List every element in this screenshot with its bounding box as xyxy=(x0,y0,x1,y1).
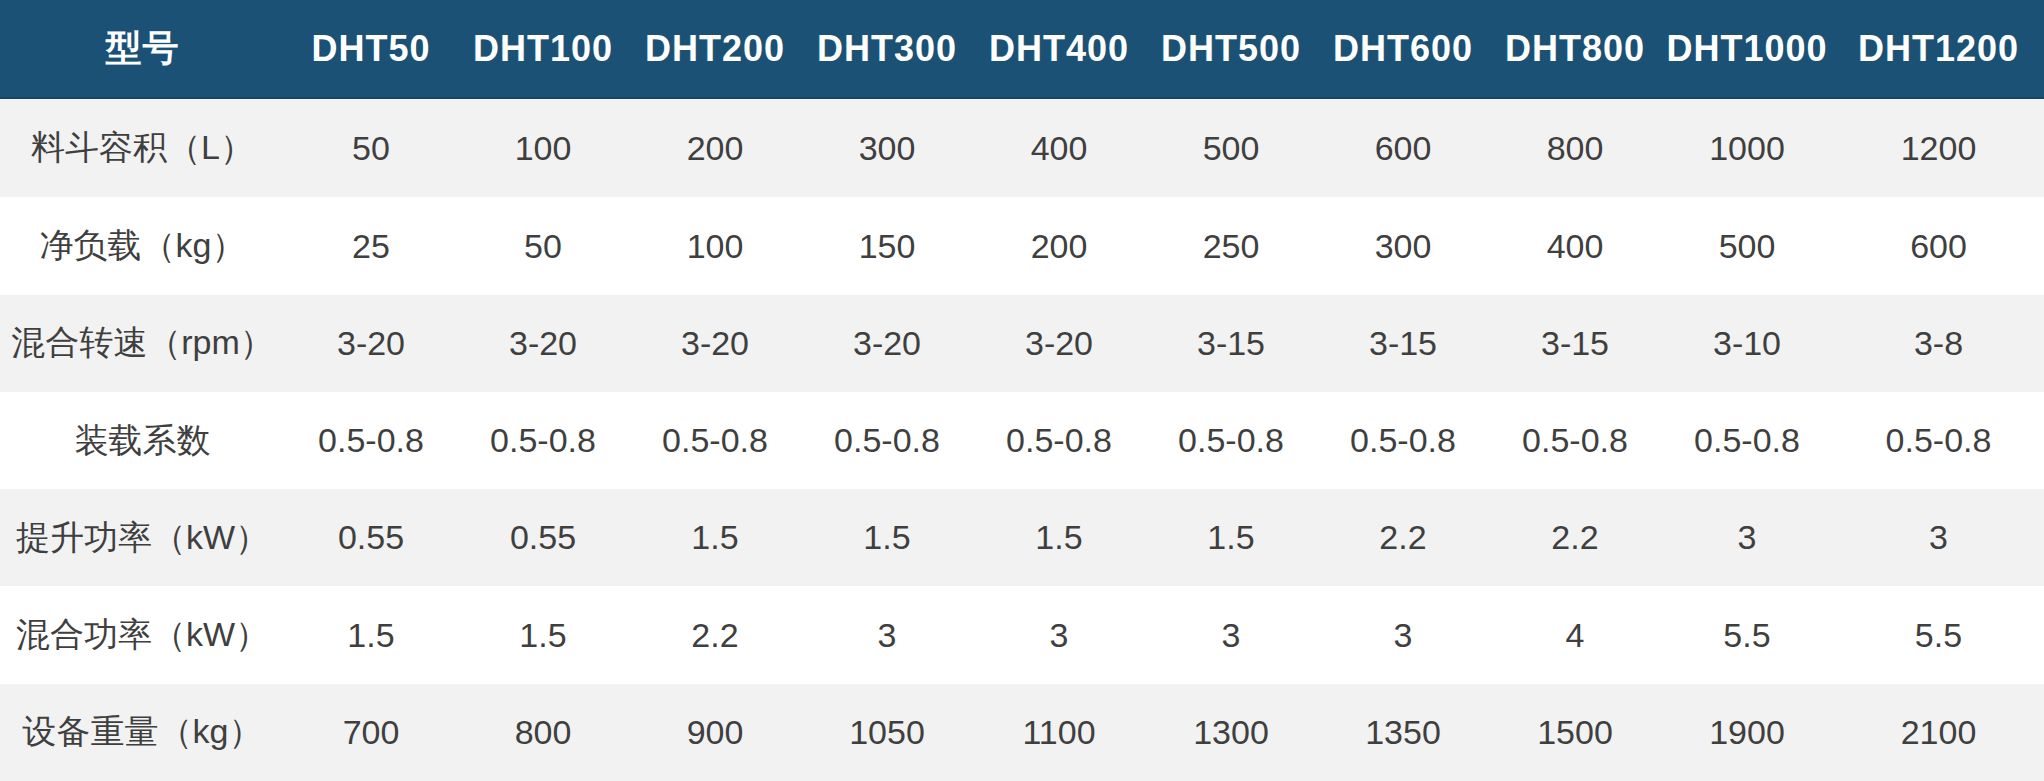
spec-cell: 250 xyxy=(1145,197,1317,294)
spec-cell: 1200 xyxy=(1833,98,2044,197)
spec-cell: 3-20 xyxy=(457,295,629,392)
spec-cell: 4 xyxy=(1489,586,1661,683)
spec-row-mixing-speed: 混合转速（rpm） 3-20 3-20 3-20 3-20 3-20 3-15 … xyxy=(0,295,2044,392)
spec-cell: 1500 xyxy=(1489,684,1661,781)
column-header-dht200: DHT200 xyxy=(629,0,801,98)
spec-row-hopper-volume: 料斗容积（L） 50 100 200 300 400 500 600 800 1… xyxy=(0,98,2044,197)
spec-cell: 3 xyxy=(1833,489,2044,586)
spec-cell: 3-15 xyxy=(1317,295,1489,392)
spec-cell: 25 xyxy=(285,197,457,294)
spec-cell: 2.2 xyxy=(629,586,801,683)
spec-cell: 1000 xyxy=(1661,98,1833,197)
column-header-dht800: DHT800 xyxy=(1489,0,1661,98)
spec-cell: 0.5-0.8 xyxy=(1489,392,1661,489)
spec-cell: 0.55 xyxy=(285,489,457,586)
spec-cell: 50 xyxy=(285,98,457,197)
spec-cell: 3-20 xyxy=(629,295,801,392)
spec-row-lifting-power: 提升功率（kW） 0.55 0.55 1.5 1.5 1.5 1.5 2.2 2… xyxy=(0,489,2044,586)
spec-cell: 100 xyxy=(629,197,801,294)
spec-cell: 3-20 xyxy=(973,295,1145,392)
spec-cell: 3-15 xyxy=(1489,295,1661,392)
spec-cell: 50 xyxy=(457,197,629,294)
column-header-dht1200: DHT1200 xyxy=(1833,0,2044,98)
spec-cell: 0.5-0.8 xyxy=(973,392,1145,489)
spec-cell: 0.5-0.8 xyxy=(629,392,801,489)
spec-cell: 0.5-0.8 xyxy=(1833,392,2044,489)
spec-cell: 0.5-0.8 xyxy=(801,392,973,489)
spec-cell: 3 xyxy=(1661,489,1833,586)
corner-header-model: 型号 xyxy=(0,0,285,98)
spec-cell: 1050 xyxy=(801,684,973,781)
spec-cell: 600 xyxy=(1833,197,2044,294)
spec-cell: 3-10 xyxy=(1661,295,1833,392)
row-label: 设备重量（kg） xyxy=(0,684,285,781)
spec-cell: 3 xyxy=(973,586,1145,683)
spec-cell: 2100 xyxy=(1833,684,2044,781)
spec-cell: 1.5 xyxy=(1145,489,1317,586)
spec-cell: 500 xyxy=(1145,98,1317,197)
column-header-dht600: DHT600 xyxy=(1317,0,1489,98)
spec-cell: 600 xyxy=(1317,98,1489,197)
column-header-dht300: DHT300 xyxy=(801,0,973,98)
spec-cell: 1.5 xyxy=(285,586,457,683)
spec-cell: 400 xyxy=(1489,197,1661,294)
header-row: 型号 DHT50 DHT100 DHT200 DHT300 DHT400 DHT… xyxy=(0,0,2044,98)
column-header-dht1000: DHT1000 xyxy=(1661,0,1833,98)
spec-cell: 0.5-0.8 xyxy=(457,392,629,489)
column-header-dht100: DHT100 xyxy=(457,0,629,98)
spec-cell: 3-20 xyxy=(801,295,973,392)
spec-cell: 1100 xyxy=(973,684,1145,781)
spec-cell: 1900 xyxy=(1661,684,1833,781)
spec-cell: 5.5 xyxy=(1833,586,2044,683)
spec-cell: 1.5 xyxy=(457,586,629,683)
spec-cell: 100 xyxy=(457,98,629,197)
spec-cell: 1.5 xyxy=(801,489,973,586)
spec-cell: 200 xyxy=(629,98,801,197)
column-header-dht50: DHT50 xyxy=(285,0,457,98)
spec-cell: 900 xyxy=(629,684,801,781)
spec-cell: 1.5 xyxy=(629,489,801,586)
spec-cell: 5.5 xyxy=(1661,586,1833,683)
spec-cell: 3-15 xyxy=(1145,295,1317,392)
spec-cell: 3-20 xyxy=(285,295,457,392)
spec-cell: 200 xyxy=(973,197,1145,294)
column-header-dht400: DHT400 xyxy=(973,0,1145,98)
spec-cell: 400 xyxy=(973,98,1145,197)
spec-row-net-load: 净负载（kg） 25 50 100 150 200 250 300 400 50… xyxy=(0,197,2044,294)
row-label: 料斗容积（L） xyxy=(0,98,285,197)
spec-cell: 700 xyxy=(285,684,457,781)
row-label: 净负载（kg） xyxy=(0,197,285,294)
column-header-dht500: DHT500 xyxy=(1145,0,1317,98)
spec-cell: 800 xyxy=(1489,98,1661,197)
spec-cell: 0.5-0.8 xyxy=(1145,392,1317,489)
spec-cell: 150 xyxy=(801,197,973,294)
row-label: 混合功率（kW） xyxy=(0,586,285,683)
spec-cell: 3 xyxy=(1317,586,1489,683)
row-label: 混合转速（rpm） xyxy=(0,295,285,392)
spec-cell: 3-8 xyxy=(1833,295,2044,392)
spec-row-equipment-weight: 设备重量（kg） 700 800 900 1050 1100 1300 1350… xyxy=(0,684,2044,781)
row-label: 装载系数 xyxy=(0,392,285,489)
spec-cell: 1350 xyxy=(1317,684,1489,781)
spec-row-loading-factor: 装载系数 0.5-0.8 0.5-0.8 0.5-0.8 0.5-0.8 0.5… xyxy=(0,392,2044,489)
spec-row-mixing-power: 混合功率（kW） 1.5 1.5 2.2 3 3 3 3 4 5.5 5.5 xyxy=(0,586,2044,683)
spec-table: 型号 DHT50 DHT100 DHT200 DHT300 DHT400 DHT… xyxy=(0,0,2044,781)
spec-cell: 800 xyxy=(457,684,629,781)
spec-cell: 1.5 xyxy=(973,489,1145,586)
spec-cell: 500 xyxy=(1661,197,1833,294)
spec-cell: 0.55 xyxy=(457,489,629,586)
spec-cell: 300 xyxy=(801,98,973,197)
spec-cell: 0.5-0.8 xyxy=(285,392,457,489)
spec-cell: 2.2 xyxy=(1317,489,1489,586)
row-label: 提升功率（kW） xyxy=(0,489,285,586)
spec-cell: 0.5-0.8 xyxy=(1661,392,1833,489)
spec-cell: 300 xyxy=(1317,197,1489,294)
spec-cell: 3 xyxy=(1145,586,1317,683)
spec-cell: 0.5-0.8 xyxy=(1317,392,1489,489)
spec-cell: 1300 xyxy=(1145,684,1317,781)
spec-cell: 3 xyxy=(801,586,973,683)
spec-cell: 2.2 xyxy=(1489,489,1661,586)
